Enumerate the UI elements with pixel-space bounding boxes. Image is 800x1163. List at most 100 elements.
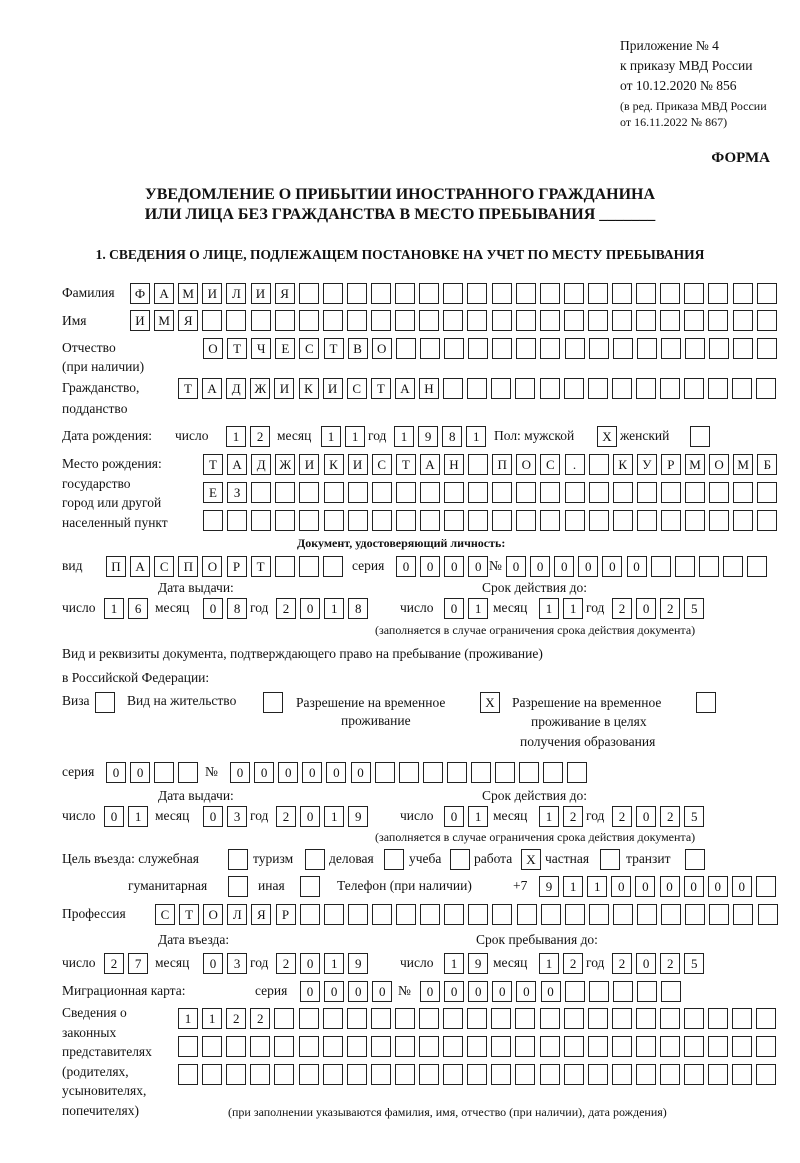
id-doc-number-box[interactable]: 0 (506, 556, 526, 577)
surname-box[interactable]: Л (226, 283, 247, 304)
surname-box[interactable] (467, 283, 488, 304)
patronymic-box[interactable] (419, 338, 440, 359)
birthplace-line-2-box[interactable] (323, 482, 344, 503)
migration-card-series-box[interactable]: 0 (300, 981, 320, 1002)
id-doc-kind-box[interactable]: С (154, 556, 175, 577)
surname-box[interactable] (443, 283, 464, 304)
birth-year-box[interactable]: 1 (466, 426, 487, 447)
profession-box[interactable] (516, 904, 537, 925)
birthplace-line-1-box[interactable]: Т (395, 454, 416, 475)
id-doc-kind-box[interactable]: Т (250, 556, 271, 577)
migration-card-number-box[interactable]: 0 (444, 981, 465, 1002)
name-box[interactable] (612, 310, 632, 331)
phone-box[interactable]: 1 (563, 876, 584, 897)
birthplace-line-2-box[interactable] (709, 482, 730, 503)
id-doc-kind-box[interactable] (322, 556, 343, 577)
stay-issue-day-box[interactable]: 1 (128, 806, 149, 827)
surname-box[interactable] (515, 283, 536, 304)
representatives-line-1-box[interactable] (635, 1008, 656, 1029)
birth-day-box[interactable]: 1 (226, 426, 246, 447)
id-doc-number-box[interactable] (722, 556, 743, 577)
patronymic-box[interactable] (468, 338, 489, 359)
surname-box[interactable]: Ф (130, 283, 150, 304)
representatives-line-3-box[interactable] (756, 1064, 777, 1085)
sex-male[interactable]: X (597, 426, 617, 447)
birthplace-line-1-box[interactable]: Д (251, 454, 272, 475)
citizenship-box[interactable] (539, 378, 560, 399)
stay-valid-year-box[interactable]: 5 (684, 806, 705, 827)
stay-doc-number-box[interactable] (374, 762, 395, 783)
temp-residence-checkbox[interactable]: X (480, 692, 500, 713)
surname-box[interactable] (660, 283, 681, 304)
migration-card-number-box[interactable] (564, 981, 585, 1002)
name-box[interactable] (346, 310, 367, 331)
birthplace-line-2-box[interactable] (395, 482, 416, 503)
citizenship-box[interactable]: К (298, 378, 319, 399)
surname-box[interactable] (563, 283, 584, 304)
stay-issue-month-box[interactable]: 3 (227, 806, 248, 827)
stay-doc-number-box[interactable]: 0 (326, 762, 347, 783)
name-box[interactable]: М (154, 310, 175, 331)
birthplace-line-2-box[interactable] (733, 482, 754, 503)
stay-doc-number-box[interactable]: 0 (230, 762, 250, 783)
surname-box[interactable]: А (154, 283, 175, 304)
id-doc-series-box[interactable]: 0 (444, 556, 465, 577)
citizenship-box[interactable]: Т (370, 378, 391, 399)
birthplace-line-2-box[interactable] (588, 482, 609, 503)
patronymic-box[interactable]: Ч (251, 338, 272, 359)
id-doc-series-box[interactable]: 0 (420, 556, 441, 577)
profession-box[interactable]: Я (251, 904, 272, 925)
id-doc-number-box[interactable] (747, 556, 767, 577)
stay-doc-series-box[interactable] (178, 762, 199, 783)
purpose-transit-checkbox[interactable] (685, 849, 705, 870)
stay-doc-number-box[interactable] (471, 762, 491, 783)
id-issue-day-box[interactable]: 6 (128, 598, 149, 619)
id-valid-month-box[interactable]: 1 (563, 598, 584, 619)
patronymic-box[interactable] (564, 338, 585, 359)
patronymic-box[interactable] (660, 338, 681, 359)
birthplace-line-1-box[interactable]: М (733, 454, 754, 475)
migration-card-number-box[interactable]: 0 (492, 981, 513, 1002)
name-box[interactable] (636, 310, 657, 331)
birthplace-line-2-box[interactable] (251, 482, 272, 503)
birthplace-line-3-box[interactable] (395, 510, 416, 531)
birthplace-line-2-box[interactable] (685, 482, 705, 503)
id-doc-number-box[interactable] (674, 556, 695, 577)
birthplace-line-3-box[interactable] (275, 510, 296, 531)
stay-doc-series-box[interactable]: 0 (130, 762, 151, 783)
profession-box[interactable] (347, 904, 368, 925)
name-box[interactable] (395, 310, 416, 331)
representatives-line-1-box[interactable] (394, 1008, 415, 1029)
surname-box[interactable] (322, 283, 343, 304)
migration-card-series-box[interactable]: 0 (324, 981, 345, 1002)
representatives-line-1-box[interactable] (419, 1008, 439, 1029)
purpose-official-checkbox[interactable] (228, 849, 248, 870)
birthplace-line-3-box[interactable] (468, 510, 489, 531)
profession-box[interactable] (540, 904, 561, 925)
representatives-line-2-box[interactable] (250, 1036, 271, 1057)
name-box[interactable]: Я (178, 310, 199, 331)
birthplace-line-3-box[interactable] (444, 510, 464, 531)
birthplace-line-3-box[interactable] (323, 510, 344, 531)
representatives-line-3-box[interactable] (202, 1064, 223, 1085)
surname-box[interactable] (395, 283, 416, 304)
stay-issue-day-box[interactable]: 0 (104, 806, 124, 827)
representatives-line-2-box[interactable] (226, 1036, 247, 1057)
representatives-line-2-box[interactable] (394, 1036, 415, 1057)
entry-month-box[interactable]: 3 (227, 953, 248, 974)
surname-box[interactable] (371, 283, 391, 304)
id-doc-kind-box[interactable] (298, 556, 319, 577)
profession-box[interactable]: Р (275, 904, 296, 925)
representatives-line-3-box[interactable] (370, 1064, 391, 1085)
birthplace-line-1-box[interactable] (588, 454, 609, 475)
name-box[interactable] (226, 310, 247, 331)
stay-until-month-box[interactable]: 2 (563, 953, 584, 974)
birthplace-line-1-box[interactable]: С (371, 454, 392, 475)
birthplace-line-3-box[interactable] (251, 510, 272, 531)
id-issue-month-box[interactable]: 0 (203, 598, 223, 619)
representatives-line-1-box[interactable] (684, 1008, 705, 1029)
name-box[interactable] (491, 310, 512, 331)
birthplace-line-2-box[interactable] (444, 482, 464, 503)
birthplace-line-1-box[interactable]: А (419, 454, 440, 475)
birth-month-box[interactable]: 1 (321, 426, 341, 447)
